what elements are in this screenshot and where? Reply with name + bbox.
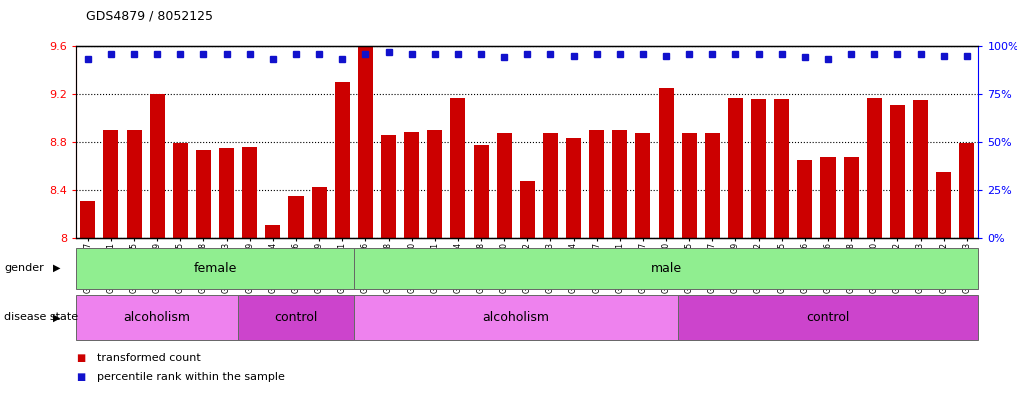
Bar (844, 158, 858, 238)
Text: ▶: ▶ (53, 263, 60, 273)
Bar (752, 99, 766, 238)
Bar (566, 138, 581, 238)
Text: alcoholism: alcoholism (482, 311, 549, 324)
Text: GDS4879 / 8052125: GDS4879 / 8052125 (86, 10, 214, 23)
Bar (404, 132, 419, 238)
Bar (311, 187, 326, 238)
Bar (265, 224, 281, 238)
Bar (196, 150, 211, 238)
Bar (358, 47, 373, 238)
Bar (354, 295, 677, 340)
Text: percentile rank within the sample: percentile rank within the sample (97, 372, 285, 382)
Text: ▶: ▶ (53, 312, 60, 322)
Text: control: control (806, 311, 849, 324)
Bar (474, 145, 488, 238)
Bar (959, 143, 974, 238)
Bar (705, 134, 720, 238)
Bar (335, 82, 350, 238)
Text: ■: ■ (76, 372, 85, 382)
Bar (496, 134, 512, 238)
Bar (681, 134, 697, 238)
Text: disease state: disease state (4, 312, 78, 322)
Bar (173, 143, 188, 238)
Bar (659, 88, 673, 238)
Bar (289, 196, 303, 238)
Bar (677, 295, 978, 340)
Bar (80, 200, 96, 238)
Bar (728, 97, 743, 238)
Bar (76, 248, 354, 289)
Text: female: female (193, 262, 237, 275)
Bar (774, 99, 789, 238)
Text: transformed count: transformed count (97, 353, 200, 364)
Bar (520, 182, 535, 238)
Bar (936, 172, 951, 238)
Bar (451, 97, 466, 238)
Text: control: control (275, 311, 317, 324)
Bar (636, 134, 651, 238)
Bar (238, 295, 354, 340)
Bar (149, 94, 165, 238)
Bar (126, 130, 141, 238)
Bar (354, 248, 978, 289)
Text: male: male (651, 262, 681, 275)
Text: ■: ■ (76, 353, 85, 364)
Bar (612, 130, 627, 238)
Bar (890, 105, 905, 238)
Bar (219, 148, 234, 238)
Bar (104, 130, 119, 238)
Bar (543, 134, 558, 238)
Bar (381, 135, 396, 238)
Bar (589, 130, 604, 238)
Bar (913, 100, 929, 238)
Bar (427, 130, 442, 238)
Bar (242, 147, 257, 238)
Bar (866, 97, 882, 238)
Bar (821, 158, 836, 238)
Bar (76, 295, 238, 340)
Text: gender: gender (4, 263, 44, 273)
Text: alcoholism: alcoholism (124, 311, 191, 324)
Bar (797, 160, 813, 238)
